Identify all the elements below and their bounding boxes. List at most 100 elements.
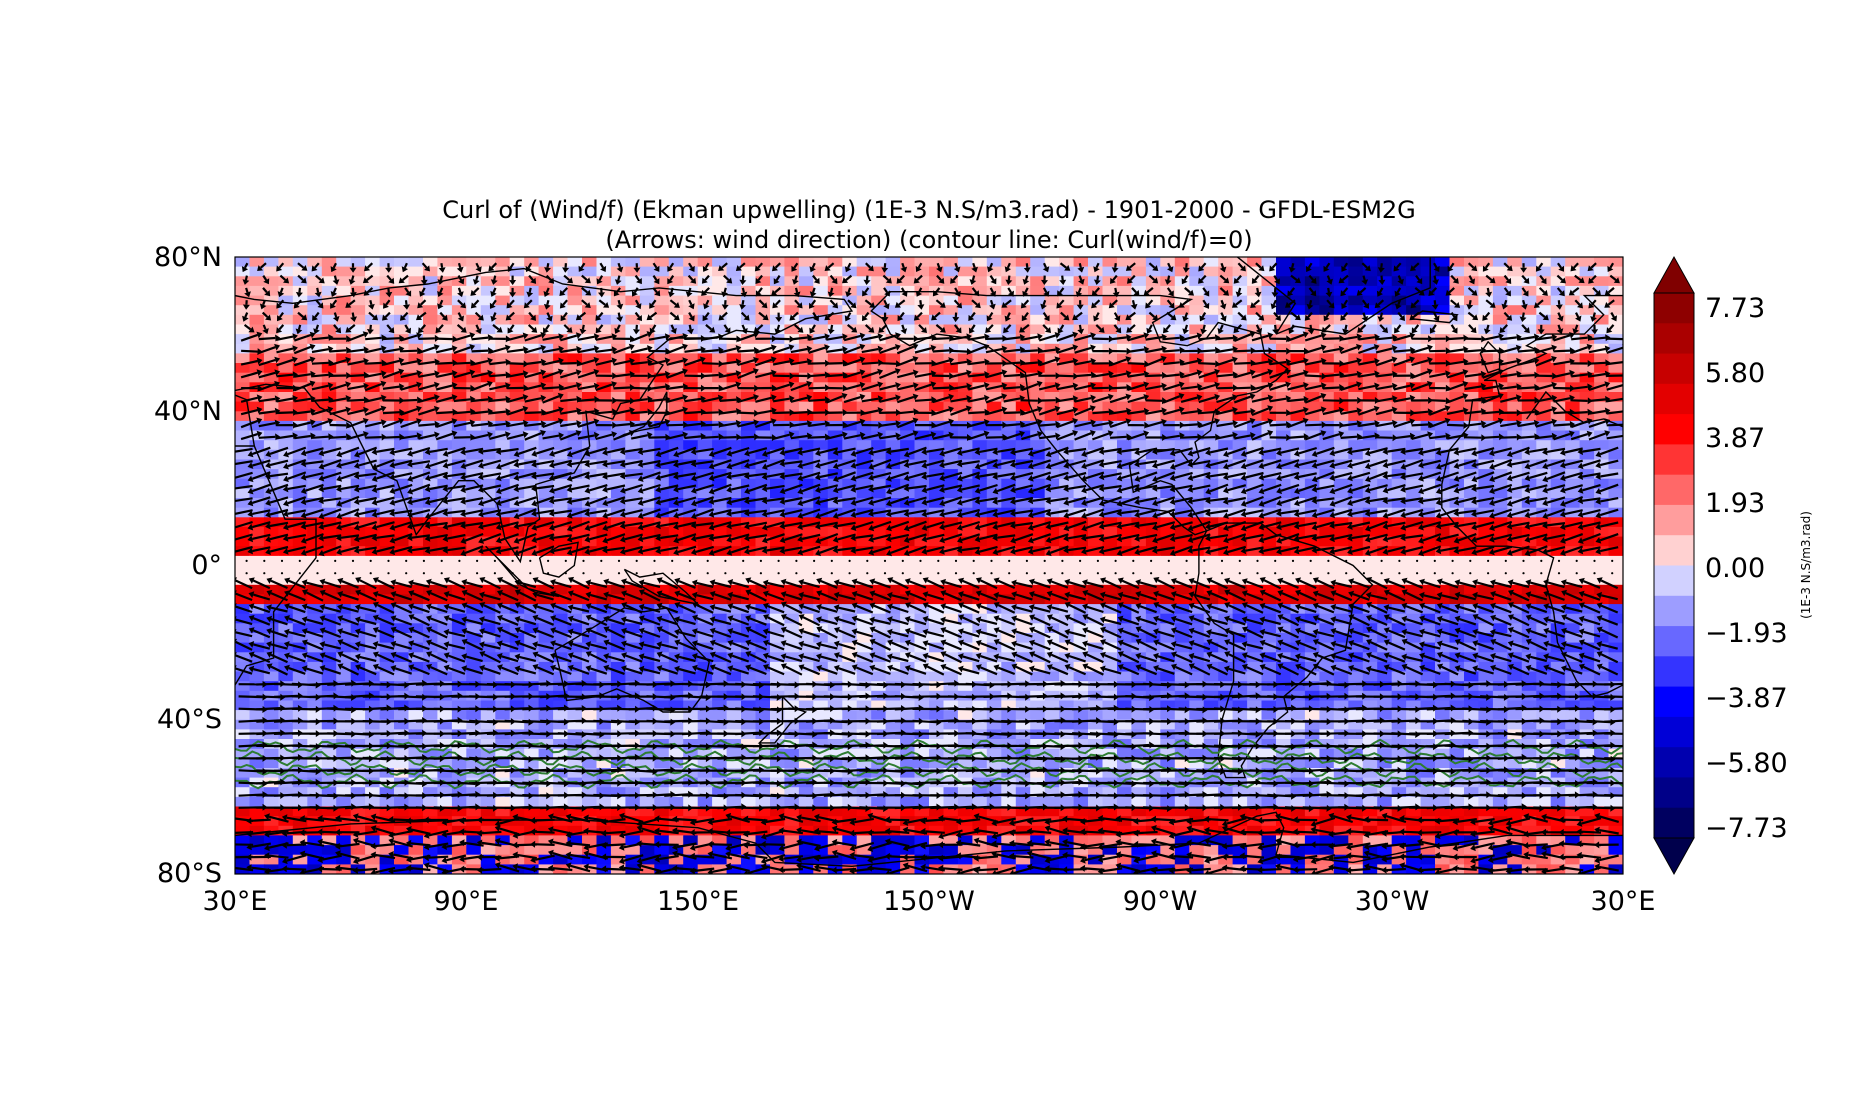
curl-cell	[394, 392, 410, 403]
curl-cell	[1059, 642, 1075, 653]
curl-cell	[798, 565, 814, 576]
curl-cell	[1319, 652, 1335, 663]
curl-cell	[1117, 604, 1133, 615]
curl-cell	[900, 642, 916, 653]
curl-cell	[943, 642, 959, 653]
curl-cell	[1420, 420, 1436, 432]
curl-cell	[1044, 633, 1060, 644]
curl-cell	[538, 526, 554, 538]
curl-cell	[1362, 372, 1378, 383]
curl-cell	[842, 661, 858, 673]
curl-cell	[712, 257, 728, 268]
curl-cell	[509, 488, 525, 499]
curl-cell	[509, 700, 525, 711]
curl-cell	[1059, 739, 1075, 750]
curl-cell	[567, 498, 583, 509]
curl-cell	[437, 392, 453, 403]
curl-cell	[943, 488, 959, 499]
curl-cell	[235, 430, 251, 441]
curl-cell	[827, 401, 843, 412]
curl-cell	[394, 353, 410, 364]
curl-cell	[1319, 401, 1335, 412]
curl-cell	[654, 555, 670, 567]
curl-cell	[249, 305, 265, 316]
curl-cell	[1594, 305, 1610, 316]
curl-cell	[365, 661, 381, 673]
curl-cell	[610, 710, 626, 721]
curl-cell	[1102, 681, 1118, 692]
curl-cell	[437, 623, 453, 634]
curl-cell	[654, 353, 670, 364]
curl-cell	[394, 295, 410, 306]
curl-cell	[929, 478, 945, 489]
curl-cell	[1507, 276, 1523, 287]
curl-cell	[567, 623, 583, 634]
curl-cell	[697, 266, 713, 277]
curl-cell	[683, 305, 699, 316]
curl-cell	[1218, 266, 1234, 277]
curl-cell	[1377, 430, 1393, 441]
curl-cell	[509, 507, 525, 518]
curl-cell	[1435, 469, 1451, 480]
curl-cell	[1218, 285, 1234, 297]
curl-cell	[914, 295, 930, 306]
curl-cell	[654, 257, 670, 268]
curl-cell	[625, 671, 641, 682]
curl-cell	[1333, 613, 1349, 624]
curl-cell	[1117, 594, 1133, 605]
curl-cell	[235, 575, 251, 586]
curl-cell	[1536, 430, 1552, 441]
curl-cell	[1377, 411, 1393, 422]
curl-cell	[1464, 517, 1480, 528]
curl-cell	[1044, 748, 1060, 759]
curl-cell	[1131, 314, 1147, 326]
curl-cell	[1478, 353, 1494, 364]
curl-cell	[697, 305, 713, 316]
curl-cell	[755, 411, 771, 422]
curl-cell	[1102, 266, 1118, 277]
curl-cell	[712, 642, 728, 653]
curl-cell	[1030, 285, 1046, 297]
curl-cell	[1261, 420, 1277, 432]
curl-cell	[929, 710, 945, 721]
curl-cell	[986, 411, 1002, 422]
curl-cell	[1059, 565, 1075, 576]
curl-cell	[1290, 584, 1306, 596]
curl-cell	[278, 440, 294, 451]
curl-cell	[567, 305, 583, 316]
curl-cell	[654, 295, 670, 306]
curl-cell	[1059, 363, 1075, 374]
curl-cell	[639, 710, 655, 721]
curl-cell	[278, 324, 294, 335]
curl-cell	[1001, 623, 1017, 634]
curl-cell	[408, 295, 424, 306]
curl-cell	[957, 440, 973, 451]
curl-cell	[957, 478, 973, 489]
curl-cell	[1001, 392, 1017, 403]
curl-cell	[1348, 681, 1364, 692]
curl-cell	[365, 671, 381, 682]
curl-cell	[798, 536, 814, 547]
curl-cell	[263, 555, 279, 567]
curl-cell	[1464, 623, 1480, 634]
curl-cell	[986, 575, 1002, 586]
curl-cell	[610, 343, 626, 355]
curl-cell	[885, 661, 901, 673]
curl-cell	[1131, 565, 1147, 576]
curl-cell	[1550, 353, 1566, 364]
curl-cell	[957, 671, 973, 682]
curl-cell	[1261, 710, 1277, 721]
curl-cell	[1247, 710, 1263, 721]
curl-cell	[1073, 700, 1089, 711]
curl-cell	[567, 276, 583, 287]
curl-cell	[972, 584, 988, 596]
curl-cell	[336, 642, 352, 653]
curl-cell	[784, 623, 800, 634]
curl-cell	[480, 546, 496, 557]
curl-cell	[408, 324, 424, 335]
curl-cell	[1102, 671, 1118, 682]
curl-cell	[1406, 681, 1422, 692]
curl-cell	[1015, 295, 1031, 306]
curl-cell	[654, 633, 670, 644]
